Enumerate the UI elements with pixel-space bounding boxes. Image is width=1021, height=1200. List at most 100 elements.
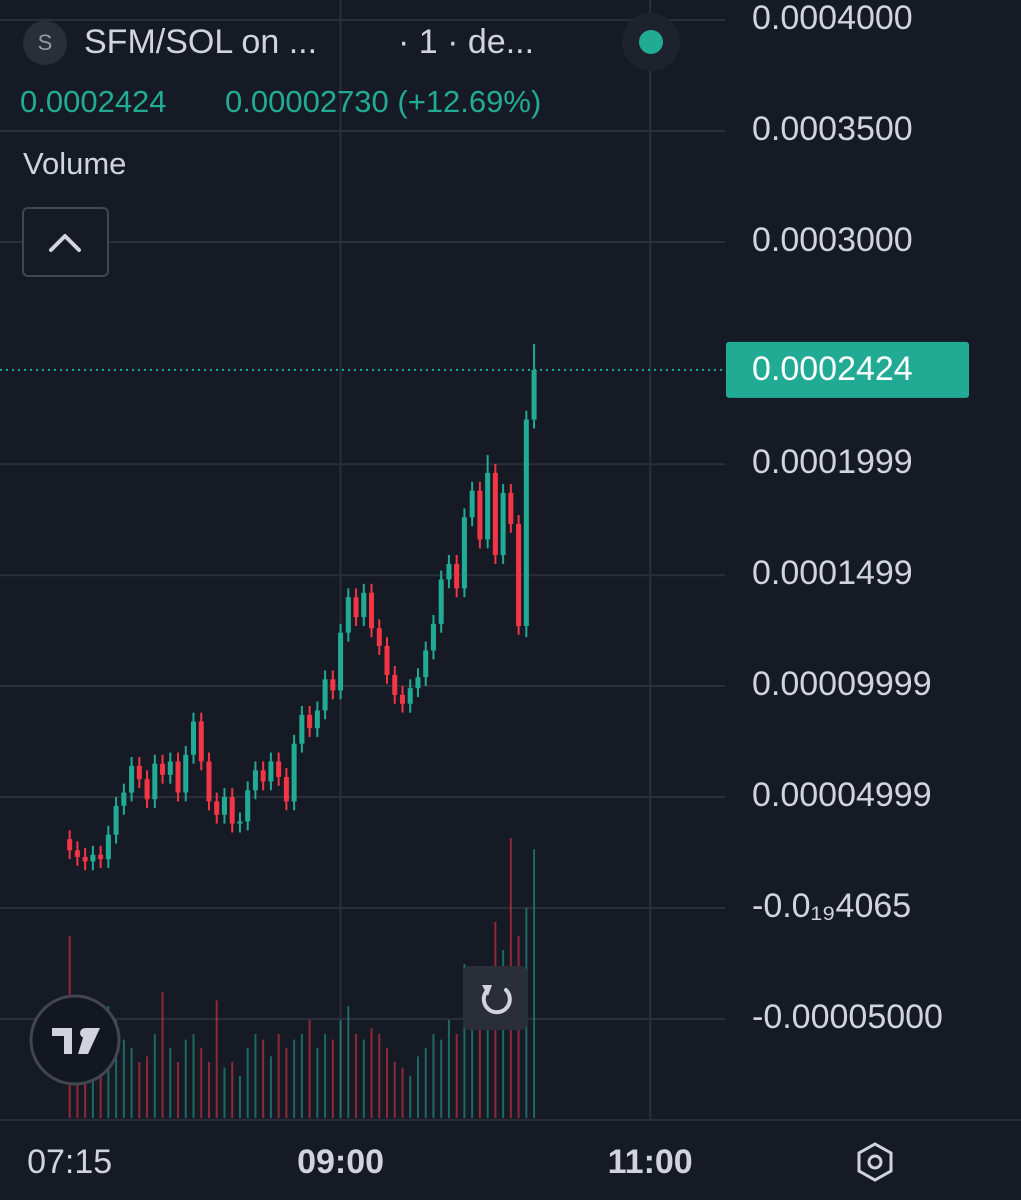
- volume-bar: [177, 1062, 180, 1118]
- volume-label: Volume: [23, 146, 126, 181]
- candle-body: [531, 369, 537, 420]
- candle-body: [268, 761, 274, 782]
- volume-bar: [115, 1020, 118, 1118]
- candle-body: [369, 592, 375, 629]
- candle-body: [469, 490, 475, 518]
- collapse-button[interactable]: [22, 207, 109, 277]
- volume-bar: [293, 1039, 296, 1118]
- logo-button[interactable]: [29, 994, 121, 1086]
- volume-bar: [331, 1039, 334, 1118]
- candle-body: [361, 592, 367, 618]
- x-tick-label: 09:00: [297, 1143, 384, 1181]
- candle-body: [415, 677, 421, 689]
- candle-body: [98, 854, 104, 860]
- volume-bar: [262, 1039, 265, 1118]
- volume-bar: [339, 1020, 342, 1118]
- candle-body: [90, 854, 96, 862]
- volume-bar: [254, 1034, 257, 1118]
- candle-body: [74, 850, 80, 857]
- volume-bar: [161, 992, 164, 1118]
- volume-bar: [362, 1039, 365, 1118]
- candle-body: [252, 770, 258, 791]
- last-price: 0.0002424: [20, 84, 167, 119]
- status-dot: [639, 30, 663, 54]
- reset-icon: [481, 988, 512, 1015]
- candle-layer: [0, 344, 725, 871]
- volume-bar: [447, 1020, 450, 1118]
- volume-bar: [370, 1028, 373, 1118]
- candle-body: [245, 790, 251, 822]
- volume-bar: [184, 1039, 187, 1118]
- candle-body: [345, 597, 351, 633]
- settings-icon: [867, 1154, 883, 1170]
- candle-body: [299, 714, 305, 744]
- candle-body: [105, 834, 111, 860]
- volume-bar: [386, 1048, 389, 1118]
- volume-bar: [416, 1056, 419, 1118]
- candle-body: [221, 796, 227, 815]
- candle-body: [461, 517, 467, 589]
- candle-body: [384, 646, 390, 675]
- symbol-icon: [23, 21, 67, 65]
- symbol-icon-letter: S: [38, 30, 53, 55]
- y-tick-label: -0.00005000: [752, 998, 943, 1036]
- y-tick-label: 0.0003500: [752, 110, 913, 148]
- candle-body: [198, 721, 204, 762]
- volume-bar: [231, 1062, 234, 1118]
- volume-bar: [130, 1048, 133, 1118]
- price-change: 0.00002730 (+12.69%): [225, 84, 541, 119]
- candle-body: [516, 523, 522, 627]
- candle-body: [214, 801, 220, 815]
- volume-bar: [238, 1076, 241, 1118]
- candle-body: [314, 710, 320, 729]
- interval[interactable]: · 1 · de...: [398, 23, 534, 61]
- volume-bar: [207, 1062, 210, 1118]
- volume-bar: [99, 1056, 102, 1118]
- candle-body: [307, 714, 313, 729]
- candle-body: [353, 597, 359, 618]
- axes: 0.0004000 0.0003500 0.0003000 0.0001999 0.00…: [27, 0, 969, 1181]
- y-tick-label: 0.00009999: [752, 665, 932, 703]
- y-tick-label: -0.0₁₉4065: [752, 887, 911, 925]
- volume-bar: [223, 1067, 226, 1118]
- candle-body: [508, 492, 514, 524]
- volume-bar: [324, 1034, 327, 1118]
- volume-bar: [300, 1034, 303, 1118]
- grid: [0, 0, 725, 1120]
- candle-body: [136, 765, 142, 780]
- candle-body: [500, 492, 506, 556]
- volume-bar: [378, 1034, 381, 1118]
- volume-bar: [84, 1062, 87, 1118]
- candle-body: [283, 777, 289, 802]
- volume-bar: [192, 1034, 195, 1118]
- volume-bar: [153, 1034, 156, 1118]
- candle-body: [276, 761, 282, 778]
- y-tick-label: 0.0003000: [752, 221, 913, 259]
- volume-bar: [401, 1067, 404, 1118]
- logo-dot: [80, 1028, 90, 1038]
- volume-bar: [169, 1048, 172, 1118]
- volume-bar: [285, 1048, 288, 1118]
- volume-bar: [316, 1048, 319, 1118]
- symbol-name[interactable]: SFM/SOL on ...: [84, 23, 317, 61]
- volume-bar: [122, 1039, 125, 1118]
- candle-body: [392, 674, 398, 695]
- candle-body: [82, 856, 88, 862]
- volume-bar: [347, 1006, 350, 1118]
- candle-body: [399, 694, 406, 704]
- candle-body: [206, 761, 212, 802]
- reset-button[interactable]: [463, 966, 527, 1030]
- settings-button[interactable]: [857, 1142, 893, 1182]
- volume-bar: [393, 1062, 396, 1118]
- x-tick-label: 11:00: [608, 1143, 693, 1181]
- candle-body: [121, 792, 127, 806]
- volume-bar: [138, 1062, 141, 1118]
- y-tick-label: 0.00004999: [752, 776, 932, 814]
- candle-body: [376, 628, 382, 647]
- candle-body: [129, 765, 135, 793]
- volume-bar: [471, 1006, 474, 1118]
- volume-bar: [463, 964, 466, 1118]
- candle-body: [144, 779, 150, 800]
